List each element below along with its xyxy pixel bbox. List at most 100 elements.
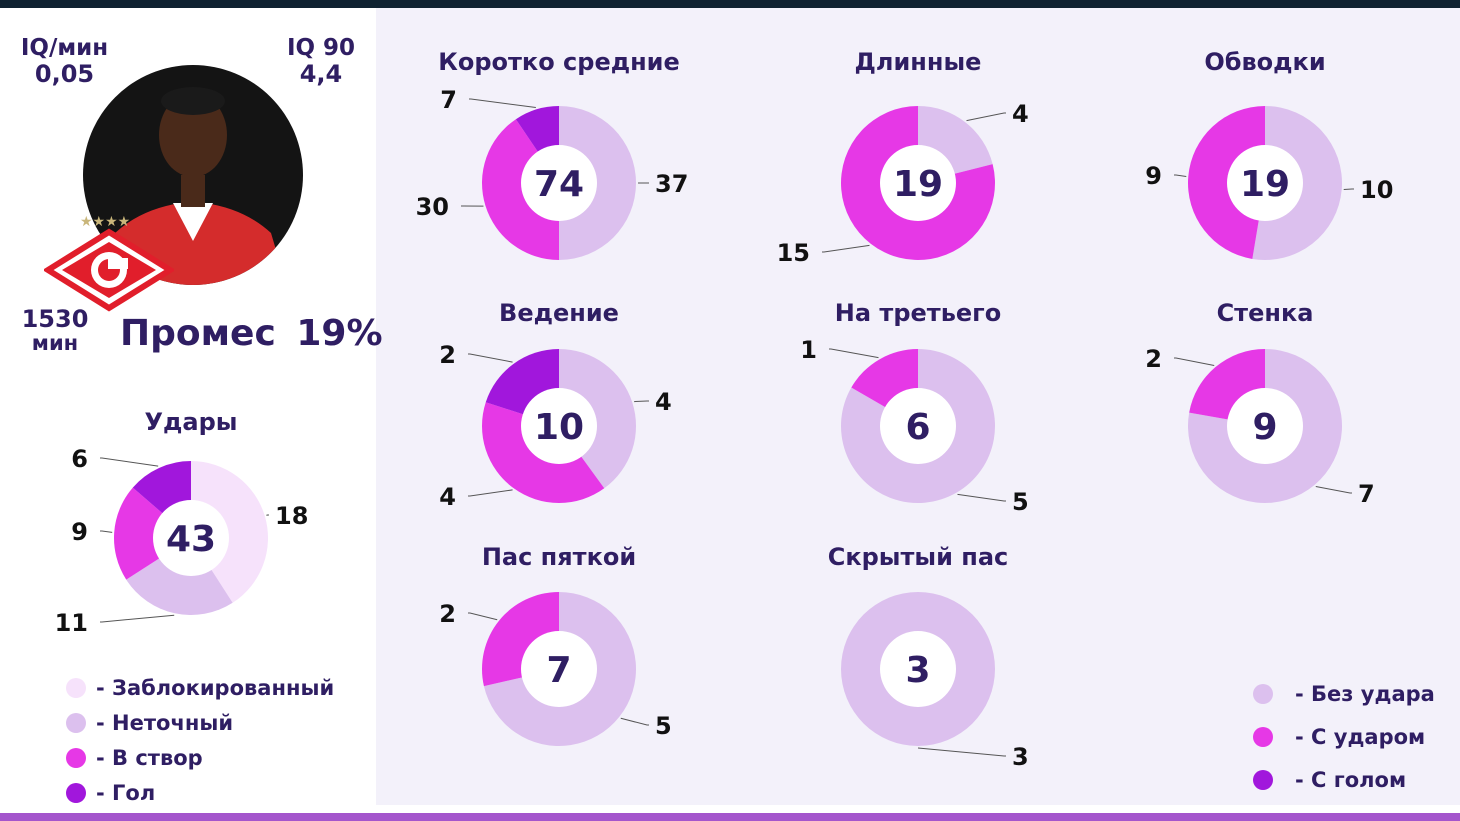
donut-hole <box>521 145 597 221</box>
legend-swatch <box>66 747 86 768</box>
leader-line <box>1174 174 1187 177</box>
slice-value-label: 10 <box>1360 176 1393 204</box>
donut-hole <box>880 631 956 707</box>
donut-total: 6 <box>905 407 930 448</box>
leader-line <box>468 353 513 363</box>
legend-item: - В створ <box>66 740 334 775</box>
leader-line <box>266 514 269 516</box>
donut-chart: 18 11 9 6 43 Удары <box>55 408 309 637</box>
donut-slice <box>1188 106 1265 259</box>
donut-chart: 10 9 19 Обводки <box>1145 48 1393 260</box>
chart-title: Пас пяткой <box>482 543 636 571</box>
donut-slice <box>559 106 636 260</box>
leader-line <box>468 612 498 621</box>
leader-line <box>634 400 649 403</box>
slice-value-label: 3 <box>1012 743 1029 771</box>
slice-value-label: 7 <box>440 86 457 114</box>
slice-value-label: 5 <box>1012 488 1029 516</box>
legend-item: - Без удара <box>1253 672 1435 715</box>
legend-label: - В створ <box>96 745 203 770</box>
iq-per-min-label: IQ/мин <box>20 35 109 61</box>
legend-item: - С ударом <box>1253 715 1435 758</box>
iq-per-min-value: 0,05 <box>34 60 95 89</box>
legend-swatch <box>1253 683 1273 704</box>
leader-line <box>100 614 175 623</box>
slice-value-label: 7 <box>1358 480 1375 508</box>
slice-value-label: 1 <box>800 336 817 364</box>
iq-per-min-stat: IQ/мин 0,05 <box>12 35 117 89</box>
leader-line <box>620 717 649 726</box>
player-name-line: Промес 19% <box>120 314 383 354</box>
slice-value-label: 15 <box>777 239 810 267</box>
donut-hole <box>880 388 956 464</box>
donut-chart: 4 4 2 10 Ведение <box>439 299 671 511</box>
slice-value-label: 4 <box>1012 100 1029 128</box>
slice-value-label: 9 <box>71 518 88 546</box>
slice-value-label: 6 <box>71 445 88 473</box>
donut-total: 9 <box>1252 407 1277 448</box>
donut-hole <box>880 145 956 221</box>
legend-item: - Заблокированный <box>66 670 334 705</box>
spartak-logo-icon: ★★★★ <box>44 214 174 312</box>
donut-slice <box>482 119 559 260</box>
minutes-value: 1530 <box>21 305 89 333</box>
player-name: Промес <box>120 313 276 354</box>
slice-value-label: 5 <box>655 712 672 740</box>
slice-value-label: 11 <box>55 609 88 637</box>
slice-value-label: 4 <box>439 483 456 511</box>
donut-chart: 3 3 Скрытый пас <box>828 543 1029 771</box>
svg-text:★★★★: ★★★★ <box>80 214 130 230</box>
legend-label: - Заблокированный <box>96 675 335 700</box>
donut-total: 74 <box>534 164 584 205</box>
leader-line <box>1174 357 1215 366</box>
leader-line <box>917 747 1006 757</box>
slice-value-label: 9 <box>1145 162 1162 190</box>
slice-value-label: 2 <box>439 341 456 369</box>
donut-hole <box>521 388 597 464</box>
donut-chart: 7 2 9 Стенка <box>1145 299 1374 508</box>
player-percent: 19% <box>296 313 383 354</box>
iq90-stat: IQ 90 4,4 <box>276 35 366 89</box>
legend-label: - Неточный <box>96 710 234 735</box>
minutes-stat: 1530 мин <box>10 306 100 355</box>
donut-chart: 5 1 6 На третьего <box>800 299 1028 516</box>
legend-swatch <box>66 782 86 803</box>
slice-value-label: 2 <box>439 600 456 628</box>
chart-title: Длинные <box>855 48 982 76</box>
chart-title: Ведение <box>499 299 619 327</box>
donut-total: 3 <box>905 650 930 691</box>
donut-hole <box>1227 145 1303 221</box>
legend-item: - С голом <box>1253 758 1435 801</box>
donut-hole <box>1227 388 1303 464</box>
legend-swatch <box>1253 726 1273 747</box>
legend-label: - Гол <box>96 780 156 805</box>
donut-chart: 5 2 7 Пас пяткой <box>439 543 672 746</box>
donut-total: 19 <box>1240 164 1290 205</box>
legend-swatch <box>66 677 86 698</box>
leader-line <box>469 98 536 108</box>
chart-title: Стенка <box>1217 299 1314 327</box>
iq90-label: IQ 90 <box>286 35 356 61</box>
chart-title: На третьего <box>835 299 1001 327</box>
slice-value-label: 30 <box>416 193 449 221</box>
minutes-unit: мин <box>31 331 79 356</box>
donut-chart: 37 30 7 74 Коротко средние <box>416 48 688 260</box>
iq90-value: 4,4 <box>299 60 343 89</box>
donut-slice <box>113 487 191 580</box>
donut-slice <box>559 349 636 489</box>
leader-line <box>1315 486 1352 494</box>
slice-value-label: 37 <box>655 170 688 198</box>
leader-line <box>100 530 113 533</box>
pass-legend: - Без удара - С ударом - С голом <box>1253 672 1435 801</box>
leader-line <box>822 244 870 253</box>
chart-title: Обводки <box>1204 48 1325 76</box>
legend-label: - С ударом <box>1295 724 1426 749</box>
legend-item: - Неточный <box>66 705 334 740</box>
donut-total: 7 <box>546 650 571 691</box>
leader-line <box>100 457 159 467</box>
donut-total: 10 <box>534 407 584 448</box>
leader-line <box>1343 188 1354 191</box>
chart-title: Удары <box>145 408 238 436</box>
slice-value-label: 2 <box>1145 345 1162 373</box>
